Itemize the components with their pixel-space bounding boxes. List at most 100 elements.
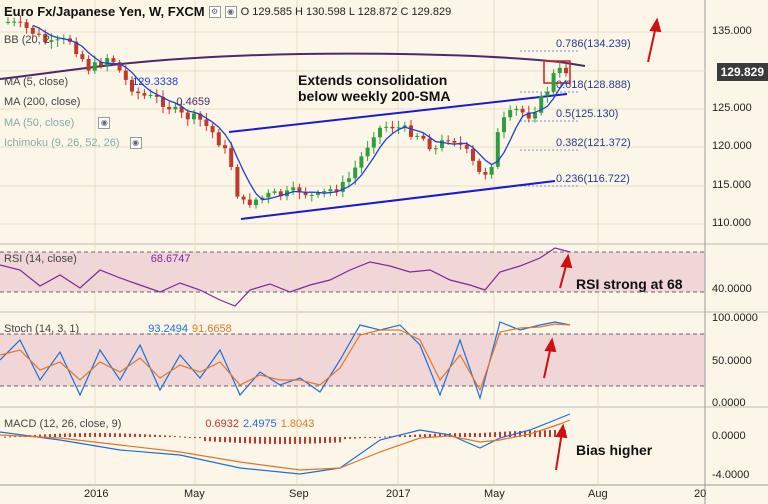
macd-bar [369,437,371,438]
candle-body [539,95,544,113]
visibility-icon[interactable]: ◉ [98,117,111,129]
macd-bar [379,436,381,438]
indicator-ma5[interactable]: MA (5, close) 129.3338 [4,76,178,88]
ma200-label: MA (200, close) [4,96,81,108]
indicator-stoch[interactable]: Stoch (14, 3, 1) 93.2494 91.6658 [4,323,232,335]
macd-bar [554,430,556,437]
macd-bar [154,434,156,437]
candle-body [483,171,488,175]
bb-label: BB (20, 2 [4,34,50,46]
macd-bar [119,433,121,437]
indicator-bb[interactable]: BB (20, 2 [4,34,50,46]
macd-tick: -4.0000 [712,469,750,481]
candle-body [309,194,314,196]
macd-bar [374,437,376,438]
candle-body [378,127,382,138]
ma50-label: MA (50, close) [4,117,75,129]
candle-body [241,196,246,200]
macd-bar [479,433,481,437]
fib-236-label: 0.236(116.722) [556,173,630,185]
candle-body [427,138,432,150]
macd-bar [34,434,36,437]
macd-bar [504,431,506,437]
macd-bar [534,430,536,437]
macd-bar [429,433,431,437]
macd-value-3: 1.8043 [280,418,315,430]
candle-body [210,125,215,133]
rsi-line[interactable] [0,247,571,307]
ma5-line[interactable] [32,24,567,201]
candle-body [216,132,221,146]
candle-body [514,108,519,111]
candle-body [105,58,110,66]
macd-bar [134,433,136,437]
candle-body [92,62,97,71]
macd-bar [444,433,446,437]
candle-body [204,119,209,126]
candle-body [173,106,178,110]
macd-line[interactable] [0,413,571,475]
candle-body [533,112,537,119]
time-tick: Sep [289,488,309,500]
macd-bar [339,437,341,443]
arrow-main [647,17,662,63]
macd-bar [164,435,166,437]
indicator-rsi[interactable]: RSI (14, close) 68.6747 [4,253,191,265]
macd-bar [414,434,416,437]
macd-bar [459,433,461,437]
macd-signal-line[interactable] [0,419,571,471]
consolidation-box[interactable] [543,60,571,84]
candle-body [446,140,451,142]
macd-bar [89,433,91,437]
current-price-tag: 129.829 [716,63,768,81]
price-tick: 115.000 [712,179,751,191]
stoch-d-line[interactable] [0,323,571,392]
indicator-ma200[interactable]: MA (200, close) 0.4659 [4,96,210,108]
price-tick: 120.000 [712,140,752,152]
macd-bar [94,433,96,437]
rsi-value: 68.6747 [150,253,191,265]
eye-icon[interactable]: ◉ [224,5,237,18]
macd-bar [39,434,41,437]
candle-body [526,112,531,119]
macd-bar [319,437,321,444]
main-pane[interactable] [0,0,705,243]
macd-bar [69,433,71,437]
channel-lower-line[interactable] [240,180,556,220]
fib-382-label: 0.382(121.372) [556,137,631,149]
candle-body [24,22,29,28]
channel-upper-line[interactable] [228,93,568,133]
visibility-icon[interactable]: ◉ [129,137,142,149]
symbol-title[interactable]: Euro Fx/Japanese Yen, W, FXCM [4,4,205,19]
candle-body [192,113,196,120]
macd-bar [474,433,476,437]
macd-bar [104,433,106,437]
candle-body [502,117,506,133]
stoch-label: Stoch (14, 3, 1) [4,323,80,335]
macd-bar [314,437,316,444]
candle-body [254,199,258,206]
indicator-ma50[interactable]: MA (50, close) ◉ [4,117,111,129]
indicator-macd[interactable]: MACD (12, 26, close, 9) 0.6932 2.4975 1.… [4,418,314,430]
macd-bar [509,431,511,437]
macd-bar [289,437,291,444]
rsi-annotation: RSI strong at 68 [576,276,683,292]
macd-pane[interactable] [0,408,705,485]
macd-bar [204,437,206,442]
candle-body [353,167,358,179]
candle-body [154,95,159,97]
candle-body [167,106,172,110]
macd-bar [404,435,406,437]
time-tick: Aug [588,488,608,500]
stoch-k-line[interactable] [0,321,571,401]
fib-5-label: 0.5(125.130) [556,108,619,120]
candle-body [37,33,41,35]
indicator-ichimoku[interactable]: Ichimoku (9, 26, 52, 26) ◉ [4,137,142,149]
fibonacci-levels[interactable] [520,50,580,187]
candle-body [508,110,513,118]
macd-bar [144,434,146,437]
macd-bar [419,434,421,437]
candle-body [30,27,35,34]
settings-icon[interactable]: ⚙ [208,5,221,18]
